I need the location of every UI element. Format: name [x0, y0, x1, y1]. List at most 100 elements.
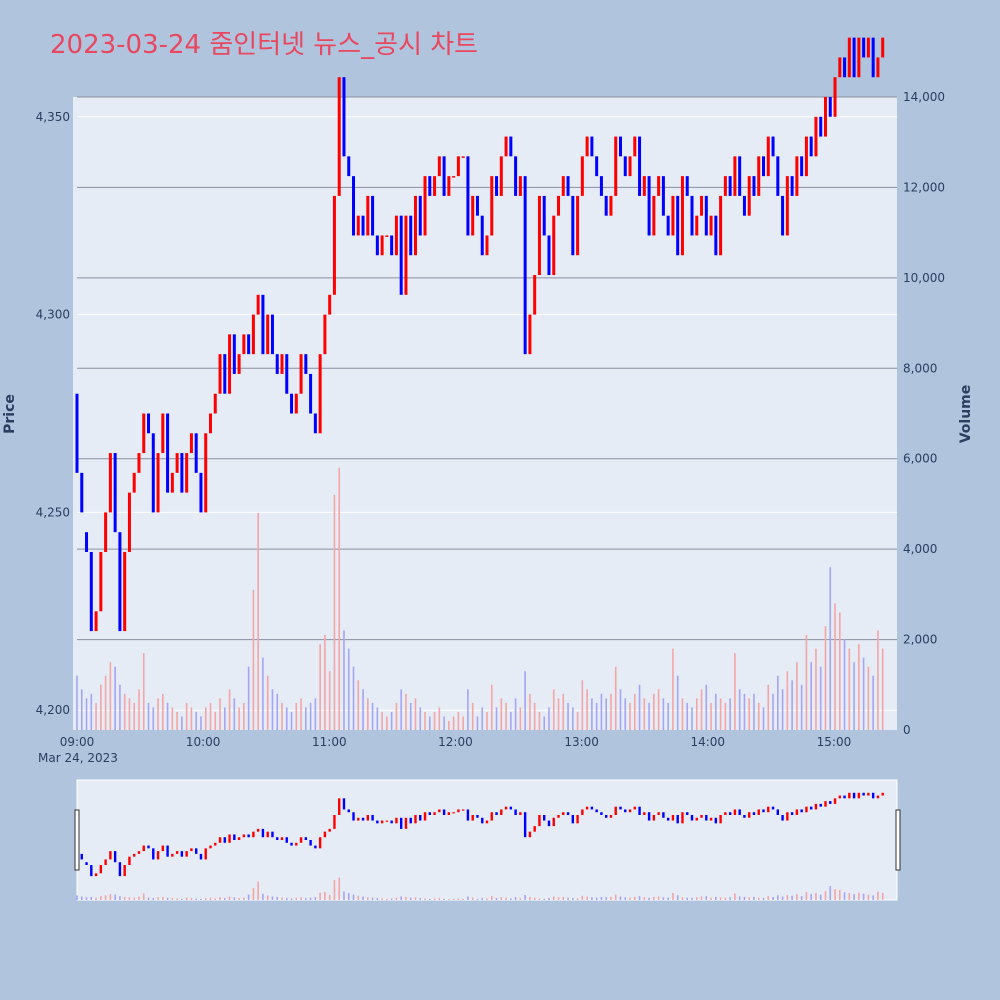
candle: [580, 156, 584, 196]
range-handle-right[interactable]: [895, 809, 901, 871]
volume-bar: [328, 671, 331, 730]
candle: [261, 294, 265, 355]
range-volume-bar: [200, 898, 202, 900]
candle: [199, 472, 203, 513]
range-candle: [423, 812, 427, 821]
candle: [404, 215, 408, 295]
volume-bar: [85, 698, 88, 730]
range-candle: [390, 820, 393, 824]
range-candle: [242, 834, 246, 838]
range-volume-bar: [300, 897, 302, 900]
range-volume-bar: [467, 896, 469, 900]
volume-bar: [371, 702, 374, 730]
range-candle: [295, 842, 298, 846]
range-volume-bar: [285, 898, 288, 900]
range-volume-bar: [815, 893, 817, 900]
candle: [652, 195, 656, 236]
date-label: Mar 24, 2023: [38, 751, 118, 765]
range-volume-bar: [281, 897, 283, 900]
volume-bar: [724, 702, 727, 730]
range-candle: [681, 812, 684, 824]
range-volume-bar: [700, 896, 703, 900]
range-volume-bar: [695, 897, 698, 900]
range-volume-bar: [247, 894, 250, 900]
range-volume-bar: [276, 896, 279, 900]
candle: [638, 136, 642, 196]
range-candle: [175, 851, 179, 854]
candle: [175, 453, 179, 473]
volume-bar: [223, 707, 226, 730]
volume-bar: [862, 657, 865, 730]
volume-bar: [200, 716, 202, 730]
range-candle: [152, 848, 155, 860]
candle: [352, 176, 356, 236]
volume-bar: [138, 689, 140, 730]
candle: [585, 136, 589, 157]
candle: [294, 393, 298, 414]
range-volume-bar: [76, 895, 78, 900]
range-candle: [519, 812, 522, 815]
range-candle: [843, 795, 846, 799]
range-volume-bar: [586, 896, 588, 900]
range-volume-bar: [877, 891, 879, 900]
candle: [766, 136, 770, 177]
candle: [518, 176, 522, 196]
range-candle: [814, 803, 818, 810]
time-tick-label: 14:00: [690, 735, 725, 749]
volume-bar: [529, 693, 531, 730]
candle: [366, 195, 370, 236]
range-candle: [123, 865, 126, 877]
volume-bar: [162, 693, 164, 730]
volume-bar: [176, 711, 178, 730]
volume-bar: [100, 684, 102, 730]
candle: [423, 176, 427, 236]
range-candle: [604, 815, 608, 818]
range-volume-bar: [362, 896, 364, 900]
candle: [828, 97, 832, 117]
volume-bar: [367, 698, 369, 730]
price-axis-title: Price: [2, 394, 18, 434]
range-volume-bar: [581, 895, 584, 900]
volume-tick-label: 0: [903, 723, 911, 737]
range-volume-bar: [600, 896, 603, 900]
volume-bar: [805, 635, 808, 730]
range-candle: [204, 848, 207, 860]
range-candle: [786, 812, 789, 821]
range-candle: [214, 842, 217, 846]
volume-tick-label: 14,000: [903, 90, 945, 104]
range-volume-bar: [462, 898, 464, 900]
range-volume-bar: [867, 894, 870, 900]
candle: [843, 57, 847, 78]
range-volume-bar: [529, 896, 531, 900]
candle: [356, 215, 360, 236]
volume-bar: [505, 702, 507, 730]
candle: [823, 97, 827, 137]
range-volume-bar: [314, 897, 317, 900]
range-volume-bar: [295, 897, 298, 900]
volume-bar: [276, 693, 279, 730]
candle: [509, 136, 513, 157]
candle: [819, 116, 823, 137]
volume-bar: [343, 630, 345, 730]
range-candle: [881, 792, 884, 796]
range-candle: [304, 837, 308, 840]
volume-bar: [524, 671, 526, 730]
candle: [685, 176, 689, 196]
candle: [208, 413, 212, 434]
candle: [361, 215, 365, 236]
volume-bar: [834, 603, 836, 730]
candle: [614, 136, 618, 196]
candle: [781, 195, 785, 236]
volume-bar: [819, 666, 822, 730]
range-volume-bar: [486, 898, 488, 900]
volume-tick-label: 4,000: [903, 542, 937, 556]
range-handle-left[interactable]: [74, 809, 80, 871]
range-candle: [700, 815, 703, 818]
price-tick-label: 4,250: [36, 505, 70, 519]
range-volume-bar: [371, 897, 374, 900]
range-candle: [233, 834, 236, 840]
candle: [461, 156, 465, 158]
range-volume-bar: [757, 897, 760, 900]
candle: [456, 156, 460, 177]
